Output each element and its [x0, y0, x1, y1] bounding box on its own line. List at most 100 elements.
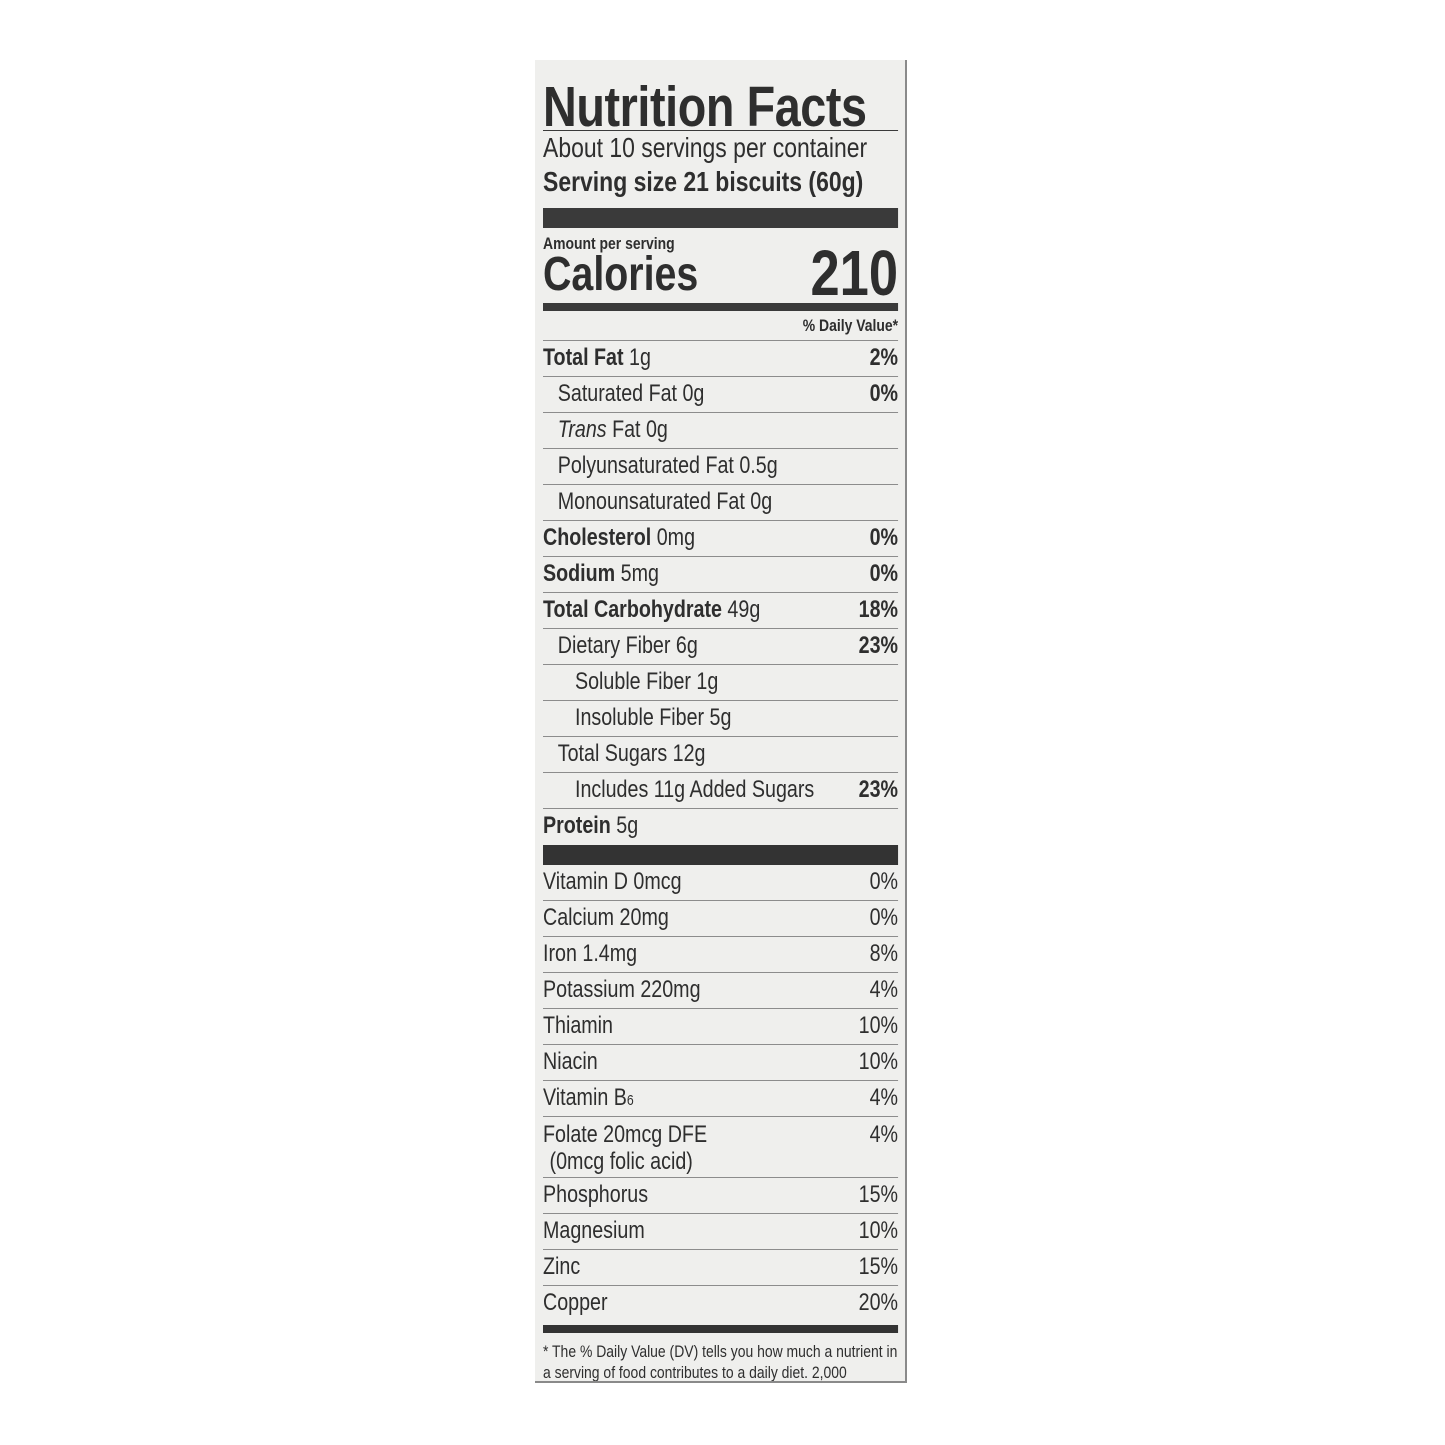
nutrient-amount: 12g: [672, 740, 706, 767]
vitamin-row: Iron 1.4mg 8%: [543, 937, 899, 973]
vitamin-daily-value: 15%: [858, 1253, 899, 1280]
vitamin-name: Vitamin D: [543, 868, 628, 895]
vitamin-daily-value: 10%: [858, 1217, 899, 1244]
label-title: Nutrition Facts: [543, 75, 867, 139]
vitamin-daily-value: 4%: [869, 1084, 899, 1111]
nutrient-name: Cholesterol: [543, 524, 652, 551]
nutrient-row: Sodium 5mg 0%: [543, 557, 899, 593]
nutrient-name: Total Sugars: [557, 740, 668, 767]
nutrient-name: Trans: [557, 416, 607, 443]
nutrient-amount: Fat 0g: [612, 416, 668, 443]
nutrient-amount: 0.5g: [739, 452, 778, 479]
nutrient-amount: 0g: [682, 380, 705, 407]
vitamin-amount: 220mg: [640, 976, 701, 1003]
nutrient-daily-value: 0%: [869, 380, 899, 407]
nutrient-daily-value: 0%: [869, 524, 899, 551]
vitamin-row: Copper 20%: [543, 1286, 898, 1321]
nutrient-row: Total Carbohydrate 49g 18%: [543, 593, 899, 629]
nutrient-amount: 6g: [675, 632, 698, 659]
vitamin-row: Magnesium 10%: [543, 1214, 899, 1250]
vitamin-daily-value: 4%: [869, 1121, 899, 1148]
vitamin-daily-value: 0%: [869, 904, 899, 931]
nutrient-daily-value: 23%: [858, 776, 899, 803]
nutrient-row: Trans Fat 0g: [543, 413, 899, 449]
vitamin-daily-value: 4%: [869, 976, 899, 1003]
vitamin-daily-value: 20%: [858, 1289, 899, 1316]
nutrient-row: Total Fat 1g 2%: [543, 341, 899, 377]
vitamin-daily-value: 15%: [858, 1181, 899, 1208]
vitamin-name: Niacin: [543, 1048, 598, 1075]
nutrient-row: Soluble Fiber 1g: [543, 665, 899, 701]
nutrient-name: Polyunsaturated Fat: [557, 452, 734, 479]
calories-label: Calories: [543, 248, 699, 301]
vitamin-daily-value: 10%: [858, 1048, 899, 1075]
vitamin-row: Folate 20mcg DFE (0mcg folic acid) 4%: [543, 1117, 899, 1178]
vitamin-row: Zinc 15%: [543, 1250, 899, 1286]
thick-divider: [543, 845, 899, 865]
nutrient-row: Polyunsaturated Fat 0.5g: [543, 449, 899, 485]
vitamin-name: Zinc: [543, 1253, 581, 1280]
divider: [543, 130, 899, 131]
nutrient-row: Saturated Fat 0g 0%: [543, 377, 899, 413]
nutrient-row: Total Sugars 12g: [543, 737, 899, 773]
vitamin-daily-value: 8%: [869, 940, 899, 967]
nutrient-daily-value: 2%: [869, 344, 899, 371]
vitamin-name: Potassium: [543, 976, 635, 1003]
nutrient-name: Sodium: [543, 560, 616, 587]
thick-divider: [543, 208, 899, 228]
daily-value-header: % Daily Value*: [802, 316, 899, 335]
nutrient-amount: 0g: [750, 488, 773, 515]
nutrient-list: Total Fat 1g 2% Saturated Fat 0g 0% Trans Fa…: [543, 341, 899, 1382]
nutrient-row: Protein 5g: [543, 809, 898, 844]
nutrient-row: Insoluble Fiber 5g: [543, 701, 899, 737]
vitamin-name: Calcium: [543, 904, 615, 931]
vitamin-row: Niacin 10%: [543, 1045, 899, 1081]
divider: [543, 340, 899, 341]
vitamin-name: Copper: [543, 1289, 608, 1316]
nutrient-name: Saturated Fat: [557, 380, 678, 407]
vitamin-name: Phosphorus: [543, 1181, 649, 1208]
nutrient-row: Cholesterol 0mg 0%: [543, 521, 899, 557]
nutrient-amount: 1g: [696, 668, 719, 695]
nutrient-name: Includes 11g Added Sugars: [574, 776, 815, 803]
nutrient-name: Dietary Fiber: [557, 632, 671, 659]
vitamin-row: Phosphorus 15%: [543, 1178, 899, 1214]
servings-per-container: About 10 servings per container: [543, 132, 868, 163]
vitamin-name: Iron: [543, 940, 577, 967]
vitamin-daily-value: 10%: [858, 1012, 899, 1039]
nutrient-amount: 5mg: [620, 560, 659, 587]
nutrient-daily-value: 23%: [858, 632, 899, 659]
nutrient-name: Insoluble Fiber: [574, 704, 705, 731]
nutrient-amount: 0mg: [656, 524, 696, 551]
vitamin-name: Folate: [543, 1121, 598, 1148]
vitamin-row: Vitamin D 0mcg 0%: [543, 865, 899, 901]
vitamin-name: Vitamin B: [543, 1084, 627, 1111]
vitamin-amount: 0mcg: [633, 868, 682, 895]
calories-value: 210: [810, 237, 899, 309]
nutrient-name: Total Carbohydrate: [543, 596, 722, 623]
footnote: * The % Daily Value (DV) tells you how m…: [543, 1342, 898, 1382]
nutrient-name: Protein: [543, 812, 611, 839]
nutrient-name: Soluble Fiber: [574, 668, 691, 695]
nutrient-amount: 5g: [616, 812, 639, 839]
nutrient-row: Dietary Fiber 6g 23%: [543, 629, 899, 665]
nutrient-name: Total Fat: [543, 344, 624, 371]
vitamin-name: Thiamin: [543, 1012, 613, 1039]
vitamin-amount: 20mcg DFE: [603, 1121, 708, 1148]
nutrient-name: Monounsaturated Fat: [557, 488, 745, 515]
nutrient-amount: 1g: [629, 344, 651, 371]
vitamin-subscript: 6: [626, 1092, 634, 1109]
vitamin-row: Thiamin 10%: [543, 1009, 899, 1045]
nutrient-row: Monounsaturated Fat 0g: [543, 485, 899, 521]
vitamin-row: Calcium 20mg 0%: [543, 901, 899, 937]
amount-per-serving: Amount per serving: [543, 234, 675, 253]
nutrition-facts-panel: Nutrition Facts About 10 servings per co…: [535, 60, 907, 1383]
vitamin-row: Vitamin B6 4%: [543, 1081, 899, 1117]
vitamin-amount: 20mg: [619, 904, 669, 931]
vitamin-note: (0mcg folic acid): [549, 1148, 693, 1175]
vitamin-name: Magnesium: [543, 1217, 645, 1244]
vitamin-row: Potassium 220mg 4%: [543, 973, 899, 1009]
nutrient-daily-value: 18%: [858, 596, 899, 623]
nutrient-daily-value: 0%: [869, 560, 899, 587]
vitamin-amount: 1.4mg: [582, 940, 638, 967]
